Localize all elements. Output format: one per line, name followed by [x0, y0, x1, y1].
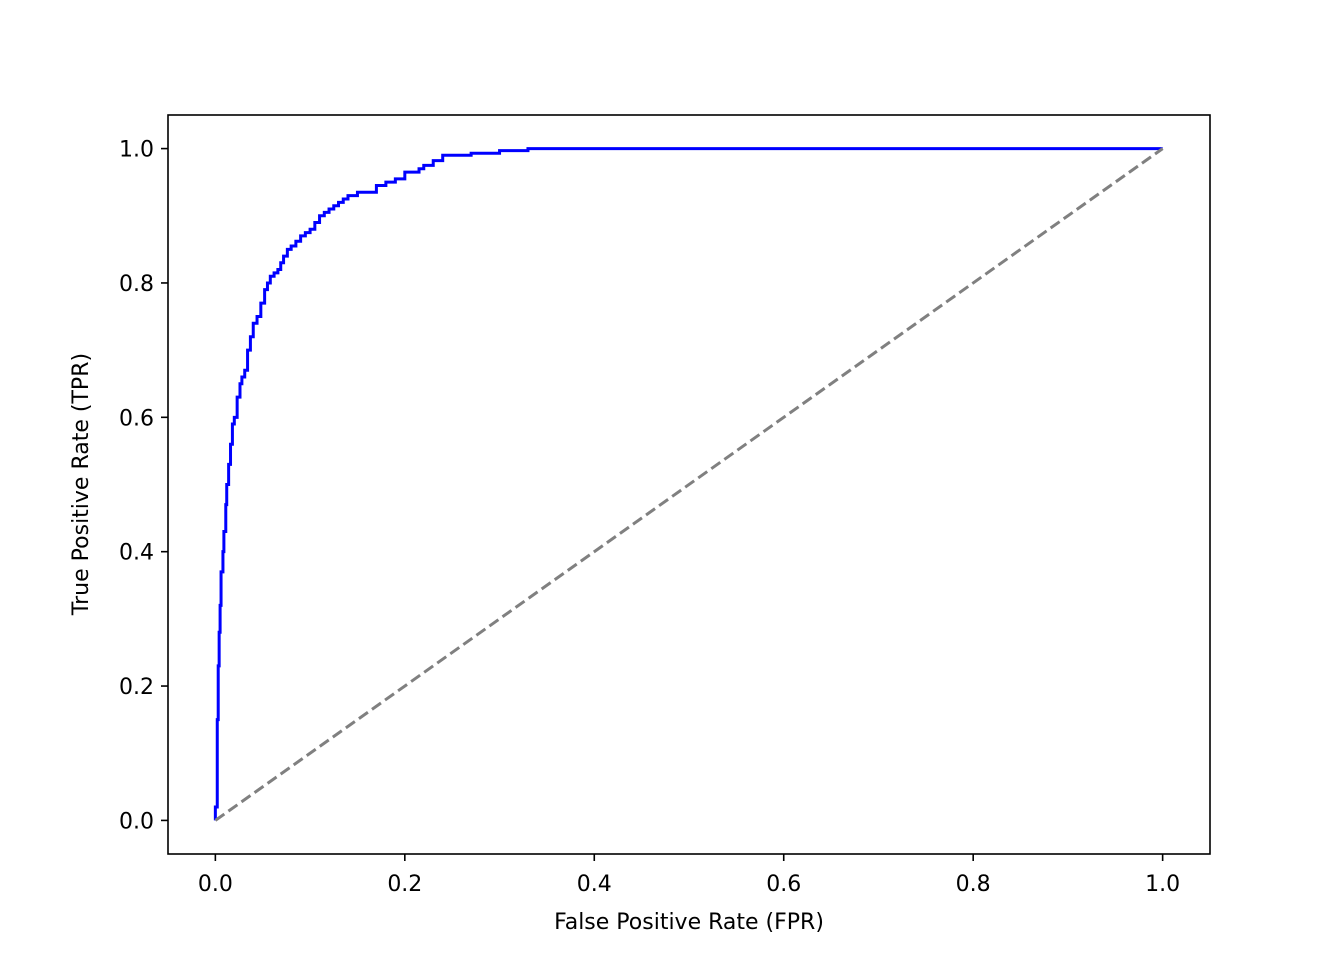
x-tick-label: 0.0 — [198, 872, 233, 897]
diagonal-reference-line — [214, 147, 1164, 822]
x-axis-ticks: 0.0 0.2 0.4 0.6 0.8 1.0 — [198, 854, 1180, 897]
x-tick-label: 0.6 — [766, 872, 801, 897]
y-tick-label: 0.0 — [119, 809, 154, 834]
y-tick-label: 0.4 — [119, 541, 154, 566]
series-layer — [213, 147, 1164, 822]
y-tick-label: 0.8 — [119, 272, 154, 297]
x-tick-label: 0.2 — [387, 872, 422, 897]
roc-curve-line — [213, 147, 1163, 821]
y-tick-label: 1.0 — [119, 138, 154, 163]
x-axis-label: False Positive Rate (FPR) — [554, 910, 824, 935]
x-tick-label: 0.4 — [577, 872, 612, 897]
y-axis-label: True Positive Rate (TPR) — [69, 353, 94, 616]
x-tick-label: 1.0 — [1145, 872, 1180, 897]
y-tick-label: 0.6 — [119, 406, 154, 431]
y-tick-label: 0.2 — [119, 675, 154, 700]
x-tick-label: 0.8 — [956, 872, 991, 897]
y-axis-ticks: 0.0 0.2 0.4 0.6 0.8 1.0 — [119, 138, 168, 834]
plot-frame — [167, 114, 1211, 855]
